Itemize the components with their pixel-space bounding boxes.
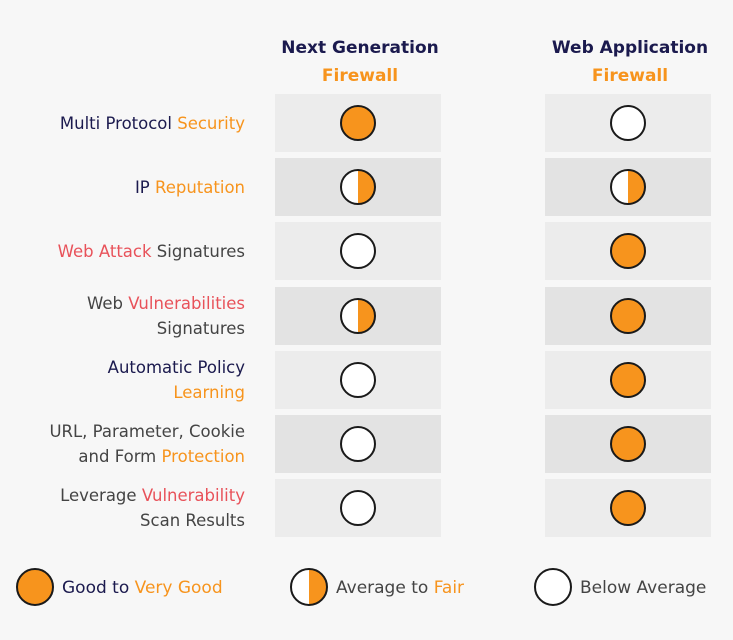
rating-cell-waf xyxy=(545,222,711,281)
rating-cell-waf xyxy=(545,94,711,152)
row-label-line: Multi Protocol Security xyxy=(60,111,245,136)
label-segment: Multi Protocol xyxy=(59,113,178,133)
label-segment: Protection xyxy=(161,447,245,466)
column-header-line2: Firewall xyxy=(591,66,669,86)
label-segment: Vulnerabilities xyxy=(128,293,245,313)
row-label: IP Reputation xyxy=(135,175,245,200)
row-label-line: IP Reputation xyxy=(135,175,245,200)
row-label: Web Vulnerabilities Signatures xyxy=(87,291,245,341)
full-circle-icon xyxy=(610,297,646,334)
rating-cell-ngfw xyxy=(275,286,441,345)
half-circle-icon xyxy=(610,169,646,206)
legend-label: Average to Fair xyxy=(336,576,464,600)
full-circle-icon xyxy=(610,361,646,398)
full-circle-icon xyxy=(610,233,646,270)
column-header-ngfw: Next Generation Firewall xyxy=(265,34,455,90)
full-circle-icon xyxy=(610,426,646,462)
full-circle-icon xyxy=(340,105,376,141)
half-circle-icon xyxy=(340,169,376,206)
label-segment: Average to xyxy=(336,578,434,598)
empty-circle-icon xyxy=(340,426,376,462)
label-segment: Reputation xyxy=(155,177,245,197)
row-label: URL, Parameter, Cookie and Form Protectio… xyxy=(49,419,245,469)
rating-cell-ngfw xyxy=(275,350,441,409)
row-label-line: Web Attack Signatures xyxy=(58,239,245,264)
label-segment: IP xyxy=(134,177,155,197)
label-segment: Very Good xyxy=(134,578,223,598)
label-segment: Signatures xyxy=(151,241,245,261)
rating-cell-ngfw xyxy=(275,94,441,152)
half-circle-icon xyxy=(290,568,328,606)
row-label-line: and Form Protection xyxy=(49,444,245,469)
row-label-line: Leverage Vulnerability xyxy=(60,483,245,508)
full-circle-icon xyxy=(16,568,54,606)
empty-circle-icon xyxy=(340,361,376,398)
rating-cell-ngfw xyxy=(275,479,441,538)
row-label: Automatic Policy Learning xyxy=(108,355,245,405)
column-header-line1: Next Generation xyxy=(281,38,439,58)
column-header-line2: Firewall xyxy=(321,66,399,86)
row-label: Web Attack Signatures xyxy=(58,239,245,264)
column-header-line1: Web Application xyxy=(551,38,709,58)
row-label: Multi Protocol Security xyxy=(60,111,245,136)
label-segment: Web Attack xyxy=(57,241,152,261)
rating-cell-waf xyxy=(545,415,711,473)
label-segment: and Form xyxy=(78,447,162,466)
row-label-line: Automatic Policy xyxy=(108,355,245,380)
rating-cell-waf xyxy=(545,158,711,217)
label-segment: Security xyxy=(177,113,245,133)
label-segment: Scan Results xyxy=(140,511,245,531)
label-segment: Vulnerability xyxy=(141,486,245,506)
label-segment: Below Average xyxy=(580,578,707,598)
rating-cell-waf xyxy=(545,286,711,345)
label-segment: Automatic Policy xyxy=(107,357,245,377)
row-label-line: Signatures xyxy=(87,316,245,341)
label-segment: URL, Parameter, Cookie xyxy=(49,422,245,441)
full-circle-icon xyxy=(610,490,646,527)
rating-cell-waf xyxy=(545,479,711,538)
half-circle-icon xyxy=(340,297,376,334)
column-header-waf: Web Application Firewall xyxy=(530,34,730,90)
row-label: Leverage Vulnerability Scan Results xyxy=(60,483,245,533)
rating-cell-ngfw xyxy=(275,415,441,473)
empty-circle-icon xyxy=(610,105,646,141)
empty-circle-icon xyxy=(534,568,572,606)
label-segment: Fair xyxy=(433,578,465,598)
empty-circle-icon xyxy=(340,233,376,270)
rating-cell-ngfw xyxy=(275,158,441,217)
label-segment: Learning xyxy=(173,382,245,402)
label-segment: Good to xyxy=(62,578,135,598)
label-segment: Leverage xyxy=(60,486,142,506)
legend-label: Good to Very Good xyxy=(62,576,223,600)
rating-cell-ngfw xyxy=(275,222,441,281)
row-label-line: Web Vulnerabilities xyxy=(87,291,245,316)
row-label-line: Scan Results xyxy=(60,508,245,533)
rating-cell-waf xyxy=(545,350,711,409)
label-segment: Web xyxy=(87,293,129,313)
empty-circle-icon xyxy=(340,490,376,527)
legend-label: Below Average xyxy=(580,576,706,600)
label-segment: Signatures xyxy=(156,318,245,338)
row-label-line: URL, Parameter, Cookie xyxy=(49,419,245,444)
row-label-line: Learning xyxy=(108,380,245,405)
